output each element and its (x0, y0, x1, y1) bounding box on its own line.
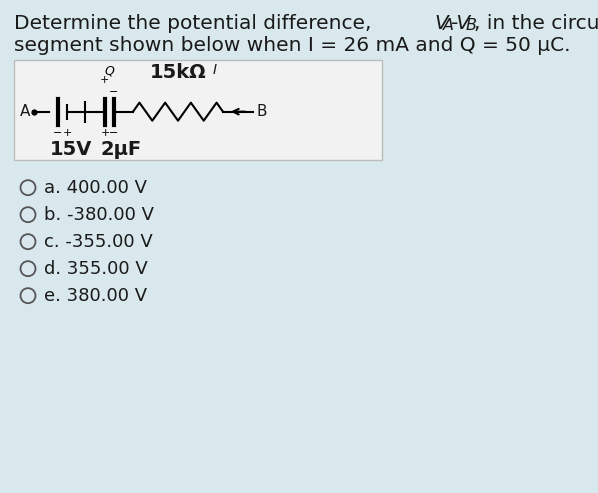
Text: c. -355.00 V: c. -355.00 V (44, 233, 152, 250)
Text: , in the circuit: , in the circuit (474, 14, 598, 33)
Text: 15V: 15V (50, 140, 92, 159)
Text: V: V (435, 14, 448, 33)
Text: −: − (53, 128, 63, 138)
Text: 15kΩ: 15kΩ (150, 63, 207, 82)
Text: d. 355.00 V: d. 355.00 V (44, 260, 148, 278)
Bar (14, 60, 382, 160)
Text: A: A (443, 18, 454, 33)
Text: Q: Q (105, 65, 114, 78)
Text: Determine the potential difference,: Determine the potential difference, (14, 14, 378, 33)
Text: +: + (100, 128, 109, 138)
Text: segment shown below when I = 26 mA and Q = 50 μC.: segment shown below when I = 26 mA and Q… (14, 36, 570, 56)
Text: +: + (62, 128, 72, 138)
Circle shape (20, 180, 35, 195)
Text: B: B (466, 18, 477, 33)
Text: A: A (20, 104, 30, 119)
Text: -V: -V (450, 14, 471, 33)
Text: b. -380.00 V: b. -380.00 V (44, 206, 154, 224)
Text: B: B (256, 104, 267, 119)
Text: +: + (99, 74, 109, 85)
Text: e. 380.00 V: e. 380.00 V (44, 286, 147, 305)
Circle shape (20, 261, 35, 276)
Text: I: I (213, 63, 217, 77)
Circle shape (20, 288, 35, 303)
Text: 2μF: 2μF (100, 140, 141, 159)
Text: a. 400.00 V: a. 400.00 V (44, 178, 147, 197)
Circle shape (20, 207, 35, 222)
Circle shape (20, 234, 35, 249)
Text: −: − (109, 128, 118, 138)
Text: −: − (109, 87, 118, 97)
